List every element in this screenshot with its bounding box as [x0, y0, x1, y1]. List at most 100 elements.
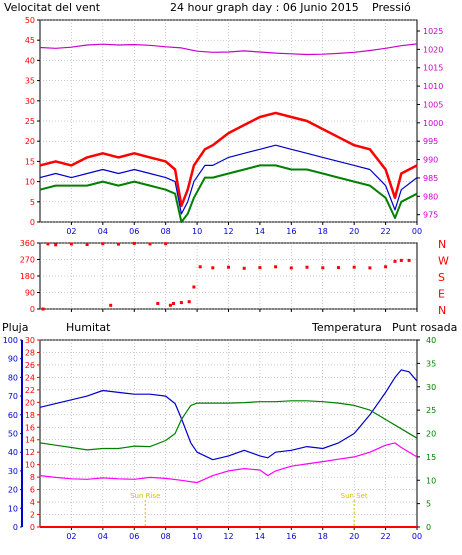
direction-point	[305, 265, 309, 269]
sun-set-label: Sun Set	[341, 492, 368, 500]
series-line-low	[39, 164, 418, 223]
y-tick-label-direction: 0	[30, 305, 35, 314]
y-tick-label-pressure: 1025	[423, 27, 443, 36]
y-tick-label-wind: 0	[30, 218, 35, 227]
y-tick-label-wind: 35	[25, 77, 35, 86]
y-tick-label-wind: 15	[25, 157, 35, 166]
y-tick-label-rain: 24	[25, 373, 35, 382]
direction-point	[192, 285, 196, 289]
direction-point	[168, 303, 172, 307]
direction-point	[101, 242, 105, 246]
x-tick-label: 22	[380, 227, 390, 236]
chart-title: 24 hour graph day : 06 Junio 2015	[170, 1, 359, 14]
y-tick-label-pressure: 1020	[423, 45, 443, 54]
x-tick-label: 08	[161, 227, 171, 236]
y-tick-label-temperature: 5	[426, 500, 431, 509]
x-tick-label: 04	[98, 227, 108, 236]
x-tick-label: 08	[161, 532, 171, 541]
direction-point	[352, 265, 356, 269]
series-line-humidity	[39, 369, 418, 461]
x-tick-label: 00	[412, 227, 422, 236]
direction-point	[227, 265, 230, 269]
y-tick-label-temperature: 30	[426, 383, 436, 392]
series-line-temperature	[39, 400, 418, 451]
y-tick-label-wind: 40	[25, 56, 35, 65]
y-tick-label-temperature: 35	[426, 359, 436, 368]
direction-point	[187, 300, 191, 304]
pressure-label: Pressió	[372, 1, 411, 14]
direction-point	[54, 243, 58, 247]
grid-layer	[40, 19, 417, 528]
y-tick-label-humidity: 0	[13, 523, 18, 532]
y-tick-label-humidity: 30	[8, 467, 18, 476]
y-tick-label-direction: 180	[20, 272, 35, 281]
y-tick-label-rain: 6	[30, 486, 35, 495]
y-tick-label-wind: 45	[25, 36, 35, 45]
direction-point	[179, 301, 183, 305]
label-layer: 0510152025303540455097598098599099510001…	[3, 16, 449, 541]
y-tick-label-rain: 26	[25, 361, 35, 370]
temperature-label: Temperatura	[311, 321, 382, 334]
direction-point	[384, 265, 388, 269]
y-tick-label-humidity: 10	[8, 504, 18, 513]
x-tick-label: 14	[255, 227, 265, 236]
wind-speed-label: Velocitat del vent	[4, 1, 101, 14]
direction-point	[368, 266, 372, 270]
direction-point	[211, 266, 215, 270]
y-tick-label-wind: 5	[30, 198, 35, 207]
rain-label: Pluja	[2, 321, 28, 334]
compass-label: S	[438, 271, 445, 284]
x-tick-label: 14	[255, 532, 265, 541]
direction-point	[109, 303, 113, 307]
y-tick-label-pressure: 975	[423, 211, 438, 220]
y-tick-label-pressure: 995	[423, 137, 438, 146]
direction-point	[337, 266, 340, 270]
y-tick-label-humidity: 90	[8, 355, 18, 364]
y-tick-label-temperature: 25	[426, 406, 436, 415]
direction-point	[321, 266, 325, 270]
y-tick-label-humidity: 70	[8, 392, 18, 401]
direction-point	[41, 307, 45, 311]
x-tick-label: 06	[129, 532, 139, 541]
y-tick-label-rain: 20	[25, 398, 35, 407]
compass-label: E	[438, 288, 445, 301]
direction-point	[393, 259, 397, 263]
series-line-gust	[39, 111, 418, 208]
direction-point	[258, 266, 262, 270]
direction-point	[399, 258, 403, 262]
direction-point	[132, 241, 136, 245]
sun-rise-label: Sun Rise	[130, 492, 160, 500]
humidity-label: Humitat	[66, 321, 111, 334]
y-tick-label-pressure: 985	[423, 174, 438, 183]
direction-point	[85, 243, 89, 246]
series-line-pressure	[39, 43, 418, 56]
y-tick-label-temperature: 40	[426, 336, 436, 345]
y-tick-label-temperature: 15	[426, 453, 436, 462]
direction-point	[46, 242, 50, 246]
x-tick-label: 10	[192, 227, 202, 236]
direction-point	[164, 242, 168, 246]
direction-point	[289, 266, 293, 270]
direction-point	[407, 258, 411, 262]
y-tick-label-rain: 16	[25, 423, 35, 432]
y-tick-label-rain: 14	[25, 436, 35, 445]
y-tick-label-humidity: 40	[8, 448, 18, 457]
x-tick-label: 20	[349, 227, 359, 236]
x-tick-label: 18	[318, 532, 328, 541]
direction-point	[242, 266, 246, 270]
y-tick-label-pressure: 1000	[423, 119, 443, 128]
y-tick-label-rain: 8	[30, 473, 35, 482]
direction-point	[156, 302, 160, 305]
y-tick-label-rain: 10	[25, 461, 35, 470]
x-tick-label: 12	[223, 227, 233, 236]
y-tick-label-rain: 0	[30, 523, 35, 532]
y-tick-label-rain: 2	[30, 511, 35, 520]
y-tick-label-rain: 18	[25, 411, 35, 420]
series-line-dewpoint	[39, 442, 418, 484]
x-tick-label: 02	[66, 227, 76, 236]
x-tick-label: 04	[98, 532, 108, 541]
y-tick-label-temperature: 20	[426, 430, 436, 439]
y-tick-label-wind: 50	[25, 16, 35, 25]
axis-layer	[20, 19, 420, 530]
